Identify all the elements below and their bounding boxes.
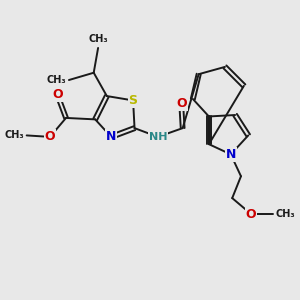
Text: O: O — [52, 88, 63, 101]
Text: S: S — [129, 94, 138, 107]
Text: N: N — [106, 130, 116, 143]
Text: CH₃: CH₃ — [47, 75, 67, 85]
Text: CH₃: CH₃ — [5, 130, 24, 140]
Text: N: N — [226, 148, 236, 161]
Text: O: O — [246, 208, 256, 220]
Text: O: O — [176, 97, 187, 110]
Text: CH₃: CH₃ — [88, 34, 108, 44]
Text: O: O — [45, 130, 55, 143]
Text: CH₃: CH₃ — [275, 209, 295, 219]
Text: NH: NH — [148, 132, 167, 142]
